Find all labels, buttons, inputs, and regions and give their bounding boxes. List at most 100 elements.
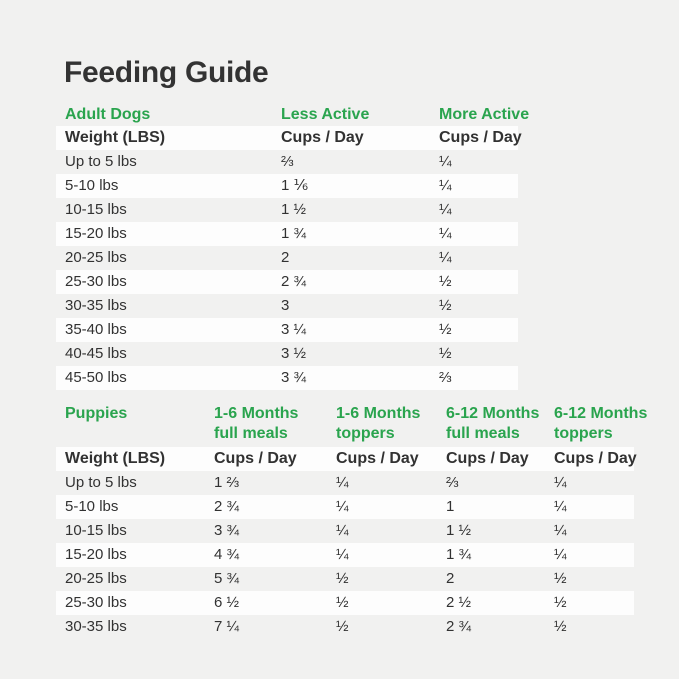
cups-value-cell: ½: [439, 321, 452, 338]
table-row: 30-35 lbs 7 ¼ ½ 2 ¾ ½: [56, 615, 634, 639]
table-row: 15-20 lbs 1 ¾ ¼: [56, 222, 518, 246]
cups-value-cell: ¼: [439, 249, 452, 266]
cups-value-cell: ¼: [336, 474, 349, 491]
cups-value-cell: ¼: [439, 225, 452, 242]
puppies-cups-per-day-header: Cups / Day: [554, 450, 637, 467]
adult-table-body: Up to 5 lbs ⅔ ¼ 5-10 lbs 1 ⅙ ¼ 10-15 lbs 1 ½ ¼ 15…: [56, 150, 518, 390]
weight-cell: Up to 5 lbs: [65, 474, 137, 491]
adult-weight-header: Weight (LBS): [65, 129, 166, 146]
weight-cell: 40-45 lbs: [65, 345, 127, 362]
cups-value-cell: ½: [439, 345, 452, 362]
cups-value-cell: ¼: [554, 498, 567, 515]
cups-value-cell: ¼: [336, 522, 349, 539]
table-row: 25-30 lbs 2 ¾ ½: [56, 270, 518, 294]
table-row: 40-45 lbs 3 ½ ½: [56, 342, 518, 366]
puppies-col-header-1-6-toppers: 1-6 Months toppers: [327, 403, 437, 444]
puppies-col-header-6-12-full-meals: 6-12 Months full meals: [437, 403, 545, 444]
puppies-units-header-row: Weight (LBS) Cups / Day Cups / Day Cups …: [56, 447, 637, 471]
table-row: 5-10 lbs 1 ⅙ ¼: [56, 174, 518, 198]
cups-value-cell: 7 ¼: [214, 618, 240, 635]
weight-cell: Up to 5 lbs: [65, 153, 137, 170]
cups-value-cell: ½: [336, 618, 349, 635]
cups-value-cell: 2 ¾: [446, 618, 472, 635]
puppies-cups-per-day-header: Cups / Day: [446, 450, 529, 467]
weight-cell: 30-35 lbs: [65, 297, 127, 314]
adult-units-header-row: Weight (LBS) Cups / Day Cups / Day: [56, 126, 522, 150]
cups-value-cell: 3 ¾: [281, 369, 307, 386]
cups-value-cell: 3 ¼: [281, 321, 307, 338]
table-row: 10-15 lbs 1 ½ ¼: [56, 198, 518, 222]
table-row: 5-10 lbs 2 ¾ ¼ 1 ¼: [56, 495, 634, 519]
adult-section-label: Adult Dogs: [65, 106, 151, 123]
puppies-section-header-row: Puppies 1-6 Months full meals 1-6 Months…: [56, 403, 647, 447]
col-header-line: full meals: [446, 425, 520, 442]
cups-value-cell: ¼: [439, 177, 452, 194]
table-row: 25-30 lbs 6 ½ ½ 2 ½ ½: [56, 591, 634, 615]
cups-value-cell: ⅔: [281, 153, 294, 170]
cups-value-cell: 2: [446, 570, 455, 587]
adult-col-header-more-active: More Active: [439, 106, 530, 123]
table-row: 30-35 lbs 3 ½: [56, 294, 518, 318]
puppies-table-body: Up to 5 lbs 1 ⅔ ¼ ⅔ ¼ 5-10 lbs 2 ¾ ¼ 1 ¼ 10-15 lbs…: [56, 471, 634, 639]
puppies-table: Puppies 1-6 Months full meals 1-6 Months…: [56, 403, 647, 639]
cups-value-cell: ½: [336, 594, 349, 611]
cups-value-cell: 3: [281, 297, 290, 314]
col-header-line: toppers: [554, 425, 613, 442]
cups-value-cell: ¼: [554, 474, 567, 491]
cups-value-cell: 1 ⅙: [281, 177, 309, 194]
table-row: 35-40 lbs 3 ¼ ½: [56, 318, 518, 342]
cups-value-cell: 1 ½: [446, 522, 472, 539]
table-row: 10-15 lbs 3 ¾ ¼ 1 ½ ¼: [56, 519, 634, 543]
cups-value-cell: 3 ½: [281, 345, 307, 362]
adult-cups-per-day-header: Cups / Day: [439, 129, 522, 146]
cups-value-cell: 1 ⅔: [214, 474, 240, 491]
table-row: Up to 5 lbs 1 ⅔ ¼ ⅔ ¼: [56, 471, 634, 495]
cups-value-cell: ½: [439, 297, 452, 314]
cups-value-cell: ½: [554, 570, 567, 587]
weight-cell: 35-40 lbs: [65, 321, 127, 338]
weight-cell: 15-20 lbs: [65, 546, 127, 563]
cups-value-cell: 2: [281, 249, 290, 266]
puppies-weight-header: Weight (LBS): [65, 450, 166, 467]
cups-value-cell: 4 ¾: [214, 546, 240, 563]
table-row: Up to 5 lbs ⅔ ¼: [56, 150, 518, 174]
weight-cell: 20-25 lbs: [65, 249, 127, 266]
weight-cell: 10-15 lbs: [65, 201, 127, 218]
cups-value-cell: ⅔: [446, 474, 459, 491]
table-row: 45-50 lbs 3 ¾ ⅔: [56, 366, 518, 390]
table-row: 20-25 lbs 5 ¾ ½ 2 ½: [56, 567, 634, 591]
page-title: Feeding Guide: [64, 56, 269, 89]
cups-value-cell: 3 ¾: [214, 522, 240, 539]
cups-value-cell: ½: [554, 594, 567, 611]
cups-value-cell: ¼: [336, 546, 349, 563]
puppies-section-label: Puppies: [65, 405, 128, 422]
weight-cell: 5-10 lbs: [65, 498, 119, 515]
table-row: 15-20 lbs 4 ¾ ¼ 1 ¾ ¼: [56, 543, 634, 567]
cups-value-cell: 1 ¾: [446, 546, 472, 563]
adult-col-header-less-active: Less Active: [281, 106, 370, 123]
col-header-line: 1-6 Months: [214, 405, 299, 422]
cups-value-cell: 5 ¾: [214, 570, 240, 587]
cups-value-cell: 2 ¾: [214, 498, 240, 515]
weight-cell: 5-10 lbs: [65, 177, 119, 194]
cups-value-cell: ½: [554, 618, 567, 635]
weight-cell: 15-20 lbs: [65, 225, 127, 242]
weight-cell: 30-35 lbs: [65, 618, 127, 635]
cups-value-cell: 1: [446, 498, 455, 515]
cups-value-cell: 2 ½: [446, 594, 472, 611]
puppies-col-header-1-6-full-meals: 1-6 Months full meals: [205, 403, 327, 444]
col-header-line: toppers: [336, 425, 395, 442]
cups-value-cell: ¼: [439, 201, 452, 218]
weight-cell: 25-30 lbs: [65, 594, 127, 611]
col-header-line: 1-6 Months: [336, 405, 421, 422]
cups-value-cell: ¼: [336, 498, 349, 515]
cups-value-cell: 1 ¾: [281, 225, 307, 242]
puppies-col-header-6-12-toppers: 6-12 Months toppers: [545, 403, 647, 444]
col-header-line: full meals: [214, 425, 288, 442]
cups-value-cell: 1 ½: [281, 201, 307, 218]
adult-cups-per-day-header: Cups / Day: [281, 129, 364, 146]
col-header-line: 6-12 Months: [446, 405, 540, 422]
weight-cell: 45-50 lbs: [65, 369, 127, 386]
cups-value-cell: ¼: [439, 153, 452, 170]
